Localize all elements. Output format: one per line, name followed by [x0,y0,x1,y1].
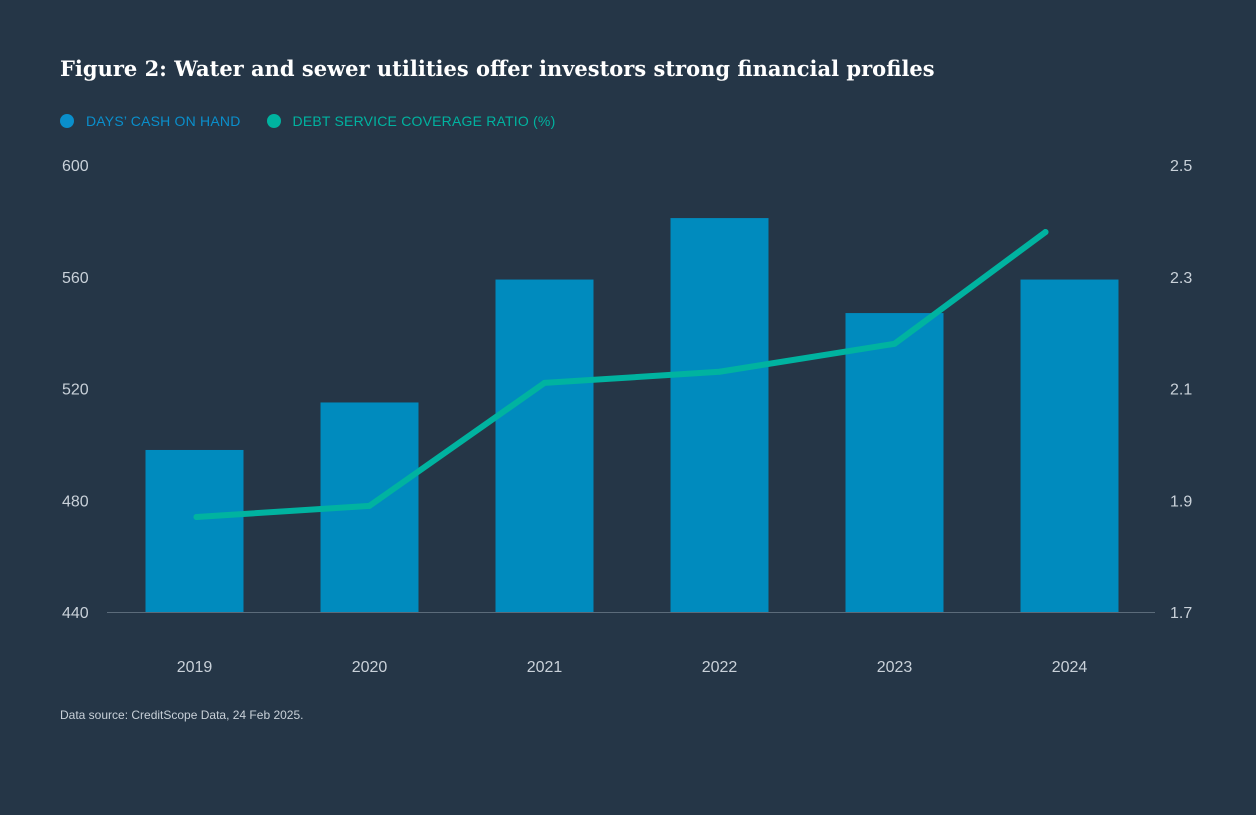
coverage-point-2022 [716,368,723,375]
coverage-point-2024 [1042,229,1049,236]
y-axis-right: 2.5 2.3 2.1 1.9 1.7 [1170,158,1192,622]
legend-dot-coverage [266,114,281,128]
x-tick-label: 2024 [1052,659,1088,676]
coverage-point-2020 [366,502,373,509]
y-left-tick-label: 480 [62,493,89,510]
line-series [193,229,1049,521]
y-right-tick-label: 1.7 [1170,605,1192,622]
y-left-tick-label: 560 [62,270,89,287]
legend-item-coverage: DEBT SERVICE COVERAGE RATIO (%) [266,113,556,129]
y-axis-left: 600 560 520 480 440 [62,158,89,622]
chart-title: Figure 2: Water and sewer utilities offe… [60,56,935,81]
legend-item-cash: DAYS’ CASH ON HAND [60,113,241,129]
bar-2019 [145,449,244,612]
legend-label-coverage: DEBT SERVICE COVERAGE RATIO (%) [292,113,556,129]
bar-2021 [495,279,594,612]
x-tick-label: 2020 [352,659,388,676]
y-right-tick-label: 2.5 [1170,158,1192,175]
legend: DAYS’ CASH ON HAND DEBT SERVICE COVERAGE… [60,113,581,129]
x-axis: 2019 2020 2021 2022 2023 2024 [177,659,1088,676]
y-right-tick-label: 2.3 [1170,270,1192,287]
legend-label-cash: DAYS’ CASH ON HAND [86,113,241,129]
x-tick-label: 2019 [177,659,213,676]
x-tick-label: 2021 [527,659,563,676]
y-left-tick-label: 520 [62,382,89,399]
bar-2024 [1020,279,1119,612]
y-right-tick-label: 2.1 [1170,382,1192,399]
coverage-point-2019 [193,514,200,521]
coverage-point-2021 [541,379,548,386]
y-left-tick-label: 600 [62,158,89,175]
coverage-ratio-line [193,229,1049,521]
y-right-tick-label: 1.9 [1170,493,1192,510]
coverage-point-2023 [891,340,898,347]
bar-2022 [670,218,769,613]
bar-series [145,218,1119,613]
y-left-tick-label: 440 [62,605,89,622]
legend-dot-cash [60,114,74,128]
x-tick-label: 2022 [702,659,738,676]
data-source-note: Data source: CreditScope Data, 24 Feb 20… [60,708,304,722]
bar-2023 [845,313,944,612]
x-tick-label: 2023 [877,659,913,676]
